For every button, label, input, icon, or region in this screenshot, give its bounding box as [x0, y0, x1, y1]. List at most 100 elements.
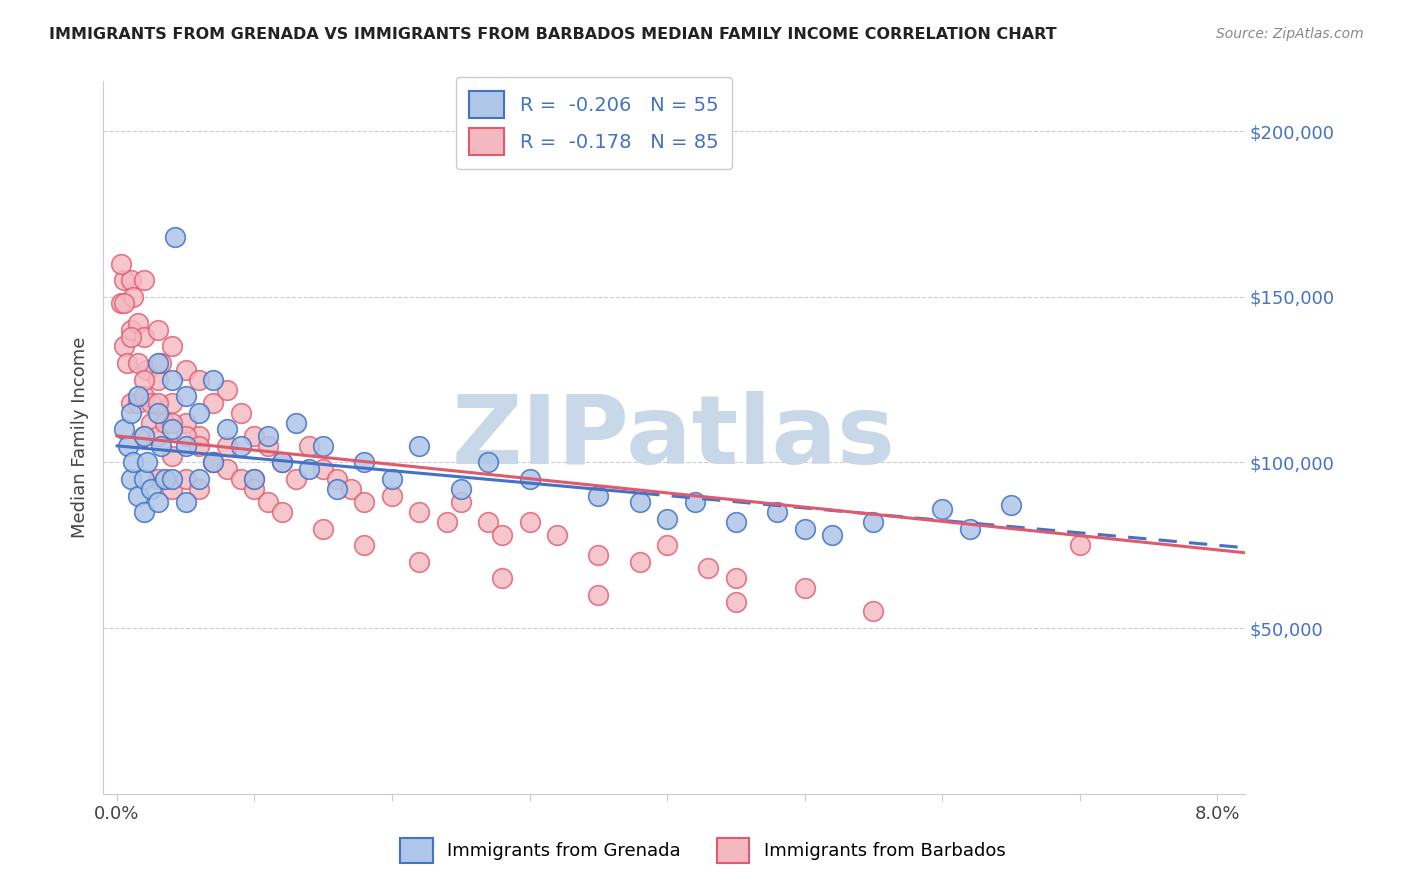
Point	[257, 495, 280, 509]
Point	[1000, 499, 1022, 513]
Point	[381, 472, 404, 486]
Point	[229, 439, 252, 453]
Point	[450, 482, 472, 496]
Point	[215, 383, 238, 397]
Point	[271, 505, 294, 519]
Point	[174, 389, 197, 403]
Point	[146, 396, 169, 410]
Point	[141, 482, 163, 496]
Point	[724, 594, 747, 608]
Point	[655, 538, 678, 552]
Point	[146, 429, 169, 443]
Point	[146, 495, 169, 509]
Point	[436, 515, 458, 529]
Point	[862, 515, 884, 529]
Point	[160, 482, 183, 496]
Point	[793, 582, 815, 596]
Point	[188, 439, 211, 453]
Point	[115, 356, 138, 370]
Point	[160, 396, 183, 410]
Point	[153, 472, 176, 486]
Point	[112, 296, 135, 310]
Point	[339, 482, 361, 496]
Point	[862, 605, 884, 619]
Legend: R =  -0.206   N = 55, R =  -0.178   N = 85: R = -0.206 N = 55, R = -0.178 N = 85	[456, 77, 733, 169]
Point	[188, 406, 211, 420]
Point	[112, 273, 135, 287]
Point	[110, 257, 132, 271]
Point	[408, 439, 430, 453]
Point	[134, 429, 156, 443]
Point	[120, 329, 142, 343]
Point	[588, 489, 610, 503]
Legend: Immigrants from Grenada, Immigrants from Barbados: Immigrants from Grenada, Immigrants from…	[389, 827, 1017, 874]
Point	[174, 495, 197, 509]
Point	[766, 505, 789, 519]
Point	[127, 389, 149, 403]
Point	[136, 455, 159, 469]
Point	[153, 416, 176, 430]
Point	[202, 373, 225, 387]
Point	[149, 356, 172, 370]
Point	[353, 495, 375, 509]
Point	[312, 522, 335, 536]
Point	[163, 230, 186, 244]
Point	[188, 373, 211, 387]
Point	[110, 296, 132, 310]
Point	[120, 396, 142, 410]
Point	[793, 522, 815, 536]
Point	[146, 472, 169, 486]
Point	[202, 455, 225, 469]
Point	[127, 316, 149, 330]
Point	[127, 356, 149, 370]
Point	[519, 515, 541, 529]
Point	[257, 429, 280, 443]
Point	[588, 588, 610, 602]
Point	[588, 548, 610, 562]
Point	[271, 455, 294, 469]
Point	[477, 455, 499, 469]
Point	[243, 472, 266, 486]
Point	[160, 416, 183, 430]
Point	[408, 505, 430, 519]
Point	[134, 389, 156, 403]
Point	[120, 472, 142, 486]
Point	[312, 462, 335, 476]
Point	[134, 429, 156, 443]
Point	[127, 489, 149, 503]
Point	[243, 429, 266, 443]
Point	[134, 505, 156, 519]
Point	[326, 482, 349, 496]
Point	[821, 528, 844, 542]
Point	[215, 422, 238, 436]
Point	[174, 472, 197, 486]
Point	[160, 373, 183, 387]
Point	[519, 472, 541, 486]
Point	[117, 439, 139, 453]
Point	[229, 472, 252, 486]
Y-axis label: Median Family Income: Median Family Income	[72, 337, 89, 538]
Text: ZIPatlas: ZIPatlas	[451, 391, 896, 484]
Point	[120, 406, 142, 420]
Point	[215, 462, 238, 476]
Point	[146, 373, 169, 387]
Point	[628, 555, 651, 569]
Point	[120, 323, 142, 337]
Point	[229, 406, 252, 420]
Point	[353, 455, 375, 469]
Point	[160, 472, 183, 486]
Point	[284, 416, 307, 430]
Point	[959, 522, 981, 536]
Point	[122, 455, 145, 469]
Point	[284, 472, 307, 486]
Point	[112, 422, 135, 436]
Text: Source: ZipAtlas.com: Source: ZipAtlas.com	[1216, 27, 1364, 41]
Point	[141, 396, 163, 410]
Point	[655, 512, 678, 526]
Point	[353, 538, 375, 552]
Point	[174, 416, 197, 430]
Point	[683, 495, 706, 509]
Point	[243, 482, 266, 496]
Point	[127, 396, 149, 410]
Point	[188, 429, 211, 443]
